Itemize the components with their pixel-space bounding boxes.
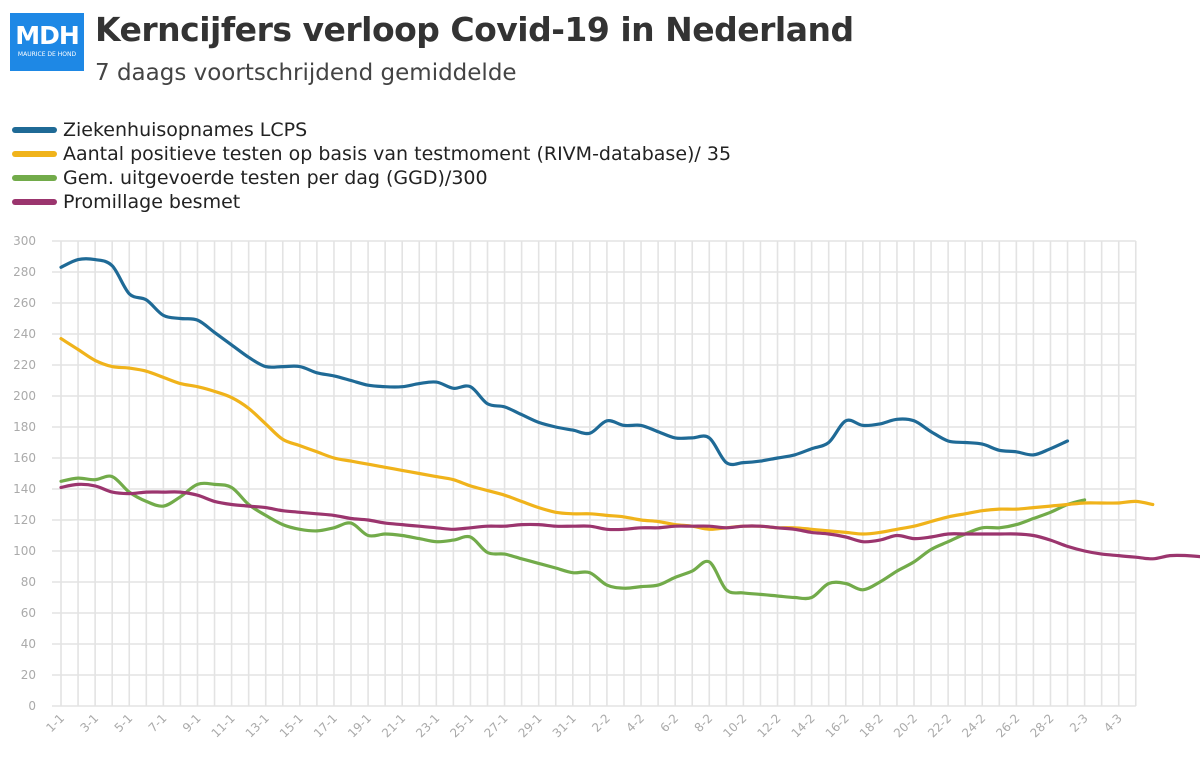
x-tick-label: 4-3 — [1101, 711, 1125, 735]
x-tick-label: 16-2 — [823, 711, 852, 740]
x-tick-label: 4-2 — [623, 711, 647, 735]
y-tick-label: 60 — [21, 606, 36, 620]
legend-swatch — [12, 199, 57, 205]
x-tick-label: 22-2 — [925, 711, 954, 740]
x-tick-label: 2-3 — [1067, 711, 1091, 735]
x-tick-label: 8-2 — [692, 711, 716, 735]
x-tick-label: 15-1 — [277, 711, 306, 740]
legend-swatch — [12, 175, 57, 181]
x-tick-label: 9-1 — [180, 711, 204, 735]
x-tick-label: 17-1 — [311, 711, 340, 740]
y-tick-label: 280 — [13, 265, 36, 279]
y-tick-label: 200 — [13, 389, 36, 403]
y-tick-label: 220 — [13, 358, 36, 372]
y-tick-label: 240 — [13, 327, 36, 341]
x-tick-label: 24-2 — [959, 711, 988, 740]
y-tick-label: 260 — [13, 296, 36, 310]
y-tick-label: 140 — [13, 482, 36, 496]
series-line — [59, 257, 1070, 467]
legend-item: Gem. uitgevoerde testen per dag (GGD)/30… — [12, 166, 731, 190]
logo-subtext: MAURICE DE HOND — [17, 51, 77, 58]
legend-item: Promillage besmet — [12, 190, 731, 214]
y-tick-label: 0 — [28, 699, 36, 713]
x-tick-label: 23-1 — [413, 711, 442, 740]
series-line — [59, 474, 1087, 601]
chart-title: Kerncijfers verloop Covid-19 in Nederlan… — [95, 10, 854, 49]
x-tick-label: 21-1 — [379, 711, 408, 740]
y-tick-label: 300 — [13, 234, 36, 248]
x-tick-label: 26-2 — [993, 711, 1022, 740]
x-tick-label: 5-1 — [112, 711, 136, 735]
y-tick-label: 20 — [21, 668, 36, 682]
x-tick-label: 2-2 — [589, 711, 613, 735]
y-tick-label: 40 — [21, 637, 36, 651]
chart-subtitle: 7 daags voortschrijdend gemiddelde — [95, 60, 517, 86]
x-tick-label: 10-2 — [720, 711, 749, 740]
y-tick-label: 120 — [13, 513, 36, 527]
x-tick-label: 13-1 — [243, 711, 272, 740]
series-line — [59, 482, 1200, 561]
legend-item: Ziekenhuisopnames LCPS — [12, 118, 731, 142]
legend-item: Aantal positieve testen op basis van tes… — [12, 142, 731, 166]
y-tick-label: 100 — [13, 544, 36, 558]
chart-legend: Ziekenhuisopnames LCPS Aantal positieve … — [12, 118, 731, 214]
grid — [52, 240, 1137, 707]
x-tick-label: 29-1 — [516, 711, 545, 740]
legend-swatch — [12, 151, 57, 157]
mdh-logo: MDH MAURICE DE HOND — [10, 13, 84, 71]
x-tick-label: 7-1 — [146, 711, 170, 735]
logo-text: MDH — [15, 21, 80, 50]
x-tick-label: 20-2 — [891, 711, 920, 740]
y-tick-label: 160 — [13, 451, 36, 465]
x-tick-label: 6-2 — [658, 711, 682, 735]
x-tick-label: 25-1 — [447, 711, 476, 740]
x-tick-label: 14-2 — [789, 711, 818, 740]
x-tick-label: 27-1 — [482, 711, 511, 740]
x-tick-label: 19-1 — [345, 711, 374, 740]
x-tick-label: 12-2 — [754, 711, 783, 740]
x-tick-label: 3-1 — [77, 711, 101, 735]
legend-label: Promillage besmet — [63, 191, 241, 213]
legend-swatch — [12, 127, 57, 133]
x-tick-label: 11-1 — [209, 711, 238, 740]
x-tick-label: 28-2 — [1027, 711, 1056, 740]
x-tick-label: 1-1 — [43, 711, 67, 735]
legend-label: Gem. uitgevoerde testen per dag (GGD)/30… — [63, 167, 488, 189]
y-tick-label: 180 — [13, 420, 36, 434]
series-line — [59, 337, 1155, 536]
legend-label: Ziekenhuisopnames LCPS — [63, 119, 308, 141]
x-tick-label: 18-2 — [857, 711, 886, 740]
y-tick-label: 80 — [21, 575, 36, 589]
legend-label: Aantal positieve testen op basis van tes… — [63, 143, 732, 165]
x-tick-label: 31-1 — [550, 711, 579, 740]
